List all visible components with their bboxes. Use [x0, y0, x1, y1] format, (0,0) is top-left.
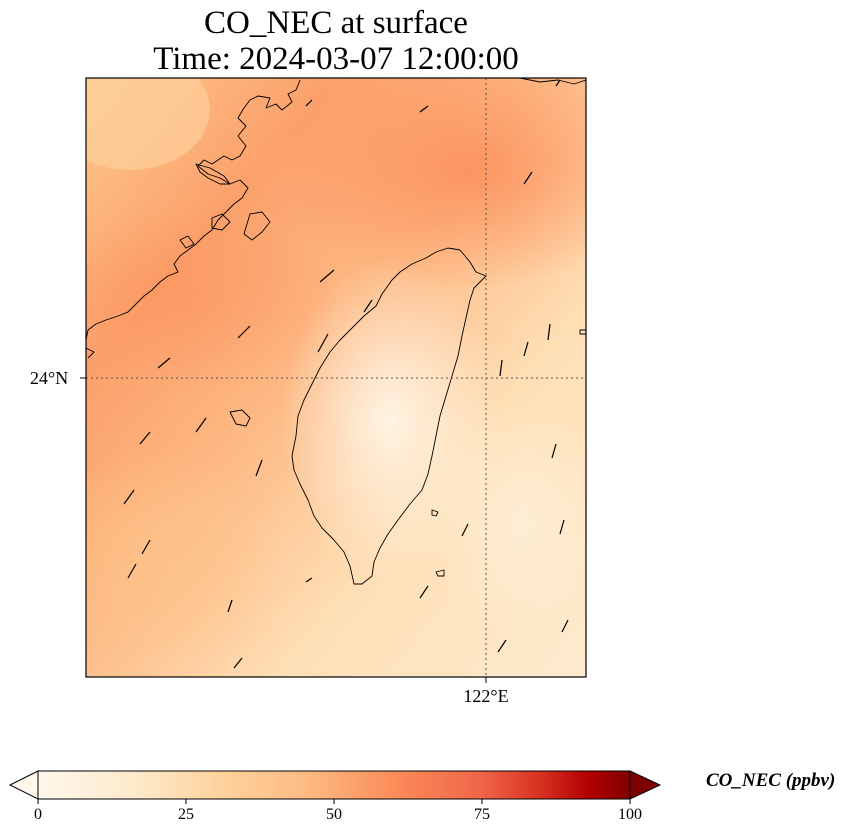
colorbar-ticks: [37, 799, 631, 804]
concentration-field: [86, 78, 586, 677]
colorbar-tick-100: 100: [618, 806, 642, 823]
map-figure: [80, 77, 587, 683]
lat-tick-label: 24°N: [30, 368, 69, 388]
colorbar-extend-max: [629, 770, 662, 800]
china-coastline: [86, 78, 586, 359]
lon-tick-label: 122°E: [463, 686, 509, 706]
colorbar: [8, 770, 662, 804]
colorbar-gradient: [37, 770, 631, 800]
wind-vectors: [123, 79, 569, 669]
colorbar-label: CO_NEC (ppbv): [706, 770, 836, 791]
colorbar-extend-min: [8, 770, 39, 800]
colorbar-tick-25: 25: [178, 806, 194, 823]
colorbar-tick-75: 75: [474, 806, 490, 823]
coastlines: [86, 78, 586, 585]
gridlines: [86, 78, 586, 677]
colorbar-tick-50: 50: [326, 806, 342, 823]
map-title-line-2: Time: 2024-03-07 12:00:00: [153, 41, 519, 77]
colorbar-tick-0: 0: [34, 806, 42, 823]
taiwan-coastline: [291, 247, 487, 585]
map-title-line-1: CO_NEC at surface: [204, 5, 468, 41]
